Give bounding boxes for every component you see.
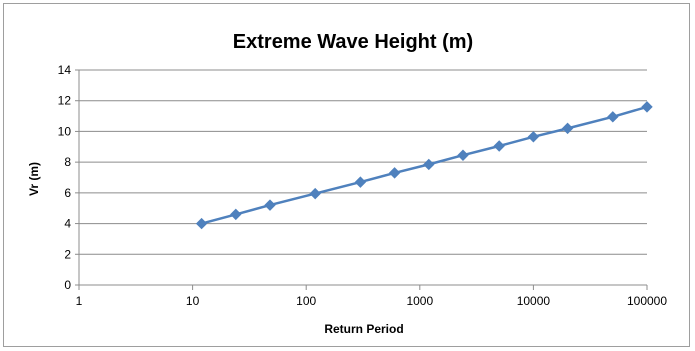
- x-tick-label: 10000: [517, 294, 551, 308]
- y-tick-label: 4: [64, 217, 71, 231]
- y-axis-title: Vr (m): [27, 162, 41, 196]
- x-tick-label: 100: [296, 294, 316, 308]
- data-series: [195, 101, 653, 230]
- y-tick-label: 2: [64, 247, 71, 261]
- data-point-marker: [264, 199, 276, 211]
- data-point-marker: [641, 101, 653, 113]
- y-tick-label: 8: [64, 155, 71, 169]
- x-axis-title: Return Period: [324, 322, 403, 336]
- data-point-marker: [195, 217, 208, 230]
- data-point-marker: [354, 176, 367, 188]
- data-point-marker: [309, 187, 321, 200]
- data-point-marker: [527, 131, 540, 143]
- x-tick-label: 100000: [627, 294, 667, 308]
- gridlines: [79, 69, 647, 255]
- chart-svg: Extreme Wave Height (m) 0 2 4 6 8 10 12 14 1 10 10…: [27, 31, 668, 336]
- x-tick-label: 10: [186, 294, 200, 308]
- x-tick-label: 1000: [406, 294, 433, 308]
- data-point-marker: [423, 158, 435, 171]
- y-tick-label: 0: [64, 278, 71, 292]
- axes: [75, 69, 648, 290]
- data-point-marker: [493, 140, 505, 152]
- y-tick-label: 12: [58, 94, 72, 108]
- y-tick-label: 10: [58, 124, 72, 138]
- data-point-marker: [607, 111, 619, 123]
- chart-title: Extreme Wave Height (m): [233, 31, 473, 53]
- y-tick-label: 14: [58, 63, 72, 77]
- data-point-marker: [561, 122, 574, 135]
- y-tick-label: 6: [64, 186, 71, 200]
- data-point-marker: [457, 149, 469, 161]
- data-point-marker: [388, 167, 401, 179]
- tick-labels: 0 2 4 6 8 10 12 14 1 10 100 1000 10000 100000: [58, 63, 668, 308]
- x-tick-label: 1: [76, 294, 83, 308]
- data-point-marker: [230, 208, 242, 221]
- chart-area: Extreme Wave Height (m) 0 2 4 6 8 10 12 14 1 10 10…: [3, 3, 690, 347]
